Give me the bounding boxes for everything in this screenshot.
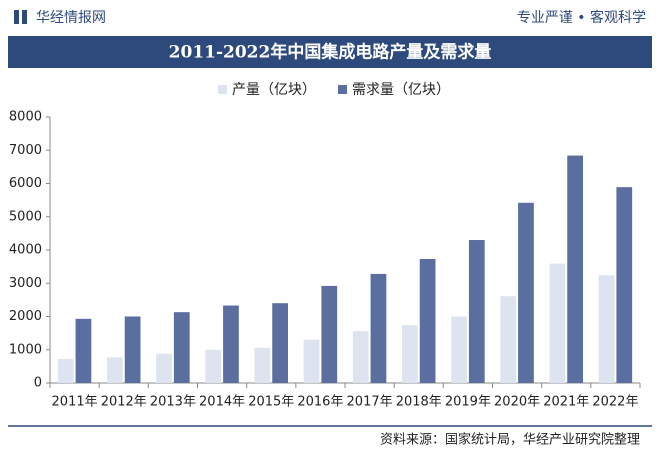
brand: 华经情报网 [36, 10, 106, 26]
y-tick-label: 6000 [9, 176, 42, 191]
legend-swatch [218, 85, 227, 94]
bar [75, 318, 92, 383]
legend-swatch [338, 85, 347, 94]
y-tick-label: 2000 [9, 309, 42, 324]
bar [500, 296, 517, 383]
y-tick-label: 1000 [9, 342, 42, 357]
bar [451, 316, 467, 383]
bar [370, 273, 387, 383]
chart-title: 2011-2022年中国集成电路产量及需求量 [169, 42, 492, 63]
legend-label: 需求量（亿块） [352, 82, 450, 98]
x-tick-label: 2017年 [347, 395, 393, 410]
x-tick-label: 2012年 [101, 395, 147, 410]
y-tick-label: 4000 [9, 243, 42, 258]
bar [402, 325, 418, 383]
bar [303, 339, 320, 383]
logo-mark [22, 10, 27, 24]
x-tick-label: 2015年 [248, 395, 294, 410]
x-tick-label: 2019年 [445, 395, 491, 410]
bar [124, 316, 141, 383]
bar [567, 155, 583, 383]
x-tick-label: 2011年 [52, 395, 98, 410]
bar [173, 312, 190, 383]
bar [254, 347, 271, 383]
y-tick-label: 8000 [9, 110, 42, 125]
title-bar [8, 36, 652, 68]
slogan: 专业严谨 • 客观科学 [517, 9, 646, 26]
x-tick-label: 2016年 [297, 395, 343, 410]
x-tick-label: 2020年 [494, 395, 540, 410]
bar [616, 187, 633, 383]
bar [598, 275, 615, 383]
y-tick-label: 5000 [9, 209, 42, 224]
bar [156, 353, 172, 383]
x-tick-label: 2018年 [396, 395, 442, 410]
y-tick-label: 0 [34, 376, 42, 391]
bar [352, 331, 369, 383]
bar [205, 349, 222, 383]
bar [57, 359, 74, 383]
bar [107, 357, 123, 383]
legend-label: 产量（亿块） [232, 82, 316, 98]
x-tick-label: 2014年 [199, 395, 245, 410]
y-tick-label: 3000 [9, 276, 42, 291]
bar [549, 263, 566, 383]
y-tick-label: 7000 [9, 143, 42, 158]
bar [518, 202, 534, 383]
bar [321, 285, 338, 383]
bar [223, 305, 239, 383]
bar [468, 240, 485, 383]
source: 资料来源：国家统计局，华经产业研究院整理 [380, 432, 640, 448]
bar [419, 258, 436, 383]
x-tick-label: 2021年 [543, 395, 589, 410]
x-tick-label: 2013年 [150, 395, 196, 410]
logo-mark [14, 10, 19, 24]
bar [272, 303, 288, 383]
x-tick-label: 2022年 [592, 395, 638, 410]
